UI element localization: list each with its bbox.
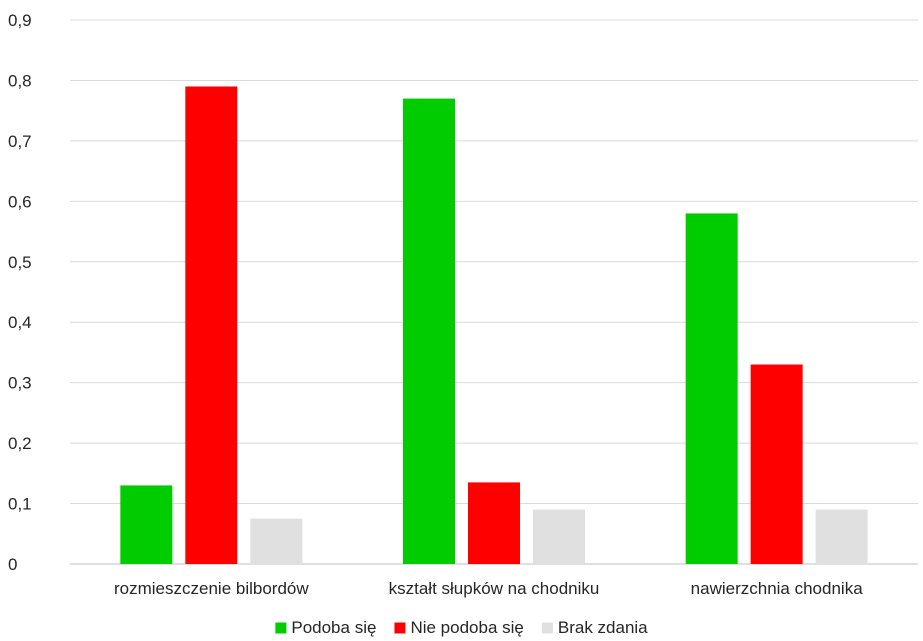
bars [120,86,868,565]
bar [533,509,585,564]
legend-swatch [275,622,287,634]
bar [120,485,173,564]
y-tick-label: 0,7 [8,132,32,151]
x-axis-labels: rozmieszczenie bilbordów kształt słupków … [114,579,863,598]
y-tick-label: 0,9 [8,11,32,30]
legend-label: Brak zdania [558,618,648,637]
bar [468,482,520,564]
bar [750,364,803,564]
x-tick-label: rozmieszczenie bilbordów [114,579,309,598]
bar [403,98,455,565]
y-tick-label: 0,5 [8,253,32,272]
x-tick-label: nawierzchnia chodnika [691,579,864,598]
bar [250,518,303,564]
bar [815,509,868,564]
y-tick-label: 0,2 [8,434,32,453]
legend: Podoba się Nie podoba się Brak zdania [275,618,648,637]
legend-label: Podoba się [291,618,376,637]
legend-label: Nie podoba się [410,618,523,637]
y-axis-ticks: 0 0,1 0,2 0,3 0,4 0,5 0,6 0,7 0,8 0,9 [8,11,32,574]
y-tick-label: 0,3 [8,374,32,393]
y-tick-label: 0,8 [8,71,32,90]
y-tick-label: 0 [8,555,17,574]
bar [685,213,738,564]
y-tick-label: 0,1 [8,495,32,514]
y-tick-label: 0,6 [8,192,32,211]
legend-swatch [541,622,553,634]
legend-swatch [394,622,406,634]
bar [185,86,238,564]
x-tick-label: kształt słupków na chodniku [389,579,600,598]
y-tick-label: 0,4 [8,313,32,332]
